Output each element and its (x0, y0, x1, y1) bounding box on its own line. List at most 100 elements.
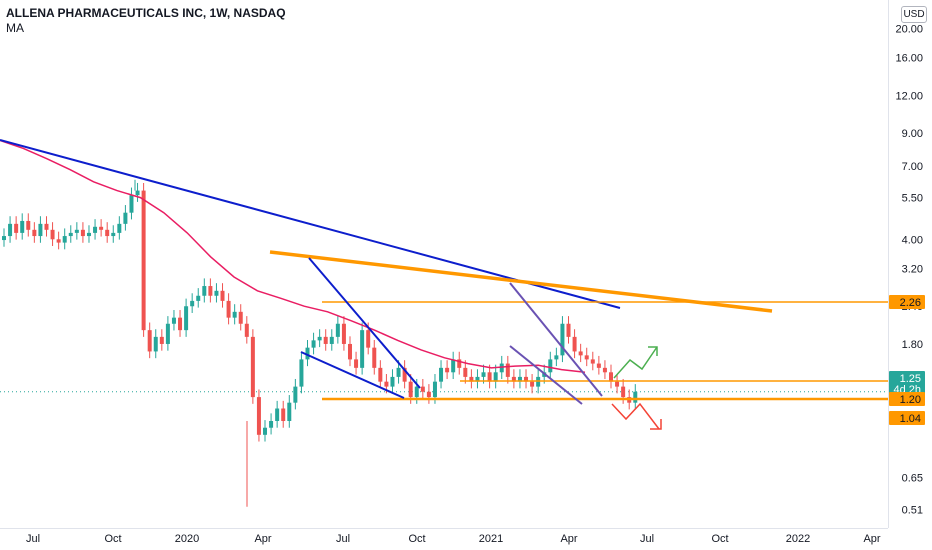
candle-body (165, 323, 170, 344)
y-tick-label: 9.00 (902, 128, 923, 140)
candle-body (311, 340, 316, 348)
candle-body (256, 397, 261, 435)
candle-body (329, 336, 334, 344)
candle-body (426, 391, 431, 398)
candle-body (621, 386, 626, 398)
candle-body (396, 367, 401, 377)
candle-body (609, 372, 613, 382)
x-tick-label: Jul (640, 533, 654, 545)
candle-body (602, 367, 607, 373)
candle-body (293, 386, 298, 403)
candle-body (86, 232, 91, 237)
chart-header: ALLENA PHARMACEUTICALS INC, 1W, NASDAQ M… (6, 6, 286, 36)
candle-body (20, 220, 25, 233)
candle-body (250, 336, 255, 398)
wedge1-lower-line (300, 351, 405, 399)
candle-body (347, 343, 352, 360)
price-tag-label[interactable]: 2.26 (900, 297, 921, 309)
y-tick-label: 16.00 (895, 53, 923, 65)
candle-body (281, 408, 286, 421)
candle-body (153, 336, 158, 352)
candle-body (32, 229, 37, 237)
x-tick-label: 2020 (175, 533, 199, 545)
candle-body (402, 367, 407, 382)
candle-body (68, 232, 73, 237)
x-tick-label: Oct (408, 533, 425, 545)
x-tick-label: Apr (254, 533, 271, 545)
candle-body (123, 212, 128, 224)
candle-body (117, 223, 122, 233)
candle-body (147, 330, 152, 352)
candle-body (566, 323, 571, 337)
x-tick-label: Oct (711, 533, 728, 545)
candle-body (202, 286, 207, 296)
candle-body (439, 367, 444, 382)
price-tag-1-25[interactable] (889, 371, 925, 395)
candle-body (269, 421, 274, 428)
price-tag-1-20[interactable] (889, 392, 925, 406)
y-tick-label: 3.20 (902, 264, 923, 276)
candle-body (572, 336, 577, 352)
candle-body (232, 311, 237, 318)
candle-body (414, 386, 419, 398)
candle-body (475, 376, 480, 382)
candle-body (633, 391, 638, 403)
currency-button[interactable]: USD (901, 6, 927, 23)
candle-body (74, 229, 79, 233)
candle-body (420, 386, 425, 392)
candle-body (93, 226, 98, 233)
candle-body (463, 367, 468, 377)
price-tag-label[interactable]: 1.20 (900, 394, 921, 406)
candle-body (432, 381, 437, 398)
candle-body (135, 190, 140, 196)
candle-body (26, 220, 31, 230)
price-tag-2-26[interactable] (889, 295, 925, 309)
candle-body (190, 300, 195, 307)
candle-body (323, 336, 328, 344)
candle-body (178, 317, 183, 331)
y-tick-label: 5.50 (902, 193, 923, 205)
candle-body (517, 376, 522, 382)
candle-body (584, 355, 589, 360)
candle-body (554, 355, 559, 360)
candle-body (354, 359, 359, 368)
indicator-label[interactable]: MA (6, 21, 24, 35)
y-tick-label: 1.80 (902, 339, 923, 351)
candle-body (238, 311, 243, 324)
breakdown-arrowhead (650, 419, 662, 430)
x-tick-label: Apr (863, 533, 880, 545)
candle-body (141, 190, 146, 331)
candle-body (615, 381, 620, 387)
breakdown-arrow (611, 402, 660, 430)
candle-body (8, 223, 13, 237)
candle-body (524, 376, 529, 382)
x-tick-label: Apr (560, 533, 577, 545)
breakout-up-arrowhead (648, 346, 658, 356)
candle-body (317, 336, 322, 341)
candle-body (511, 376, 516, 382)
candle-body (590, 359, 595, 364)
candle-body (372, 347, 377, 368)
wedge1-upper-line (308, 257, 421, 389)
candle-body (263, 427, 268, 435)
candle-body (244, 323, 249, 337)
candle-body (548, 359, 553, 373)
candle-body (214, 290, 219, 296)
candle-body (14, 223, 19, 233)
candle-body (99, 226, 104, 230)
candle-body (378, 367, 383, 382)
candle-body (287, 402, 292, 421)
symbol-title[interactable]: ALLENA PHARMACEUTICALS INC, 1W, NASDAQ (6, 6, 286, 20)
candle-body (469, 376, 474, 382)
candle-body (220, 290, 225, 301)
y-tick-label: 0.51 (902, 504, 923, 516)
candle-body (56, 239, 61, 243)
price-tag-label[interactable]: 1.25 (900, 373, 921, 385)
price-tag-1-04[interactable] (889, 411, 925, 425)
candle-body (226, 300, 231, 318)
candle-body (2, 236, 6, 241)
candle-body (390, 376, 395, 387)
price-tag-label[interactable]: 1.04 (900, 413, 921, 425)
candle-body (451, 359, 456, 373)
